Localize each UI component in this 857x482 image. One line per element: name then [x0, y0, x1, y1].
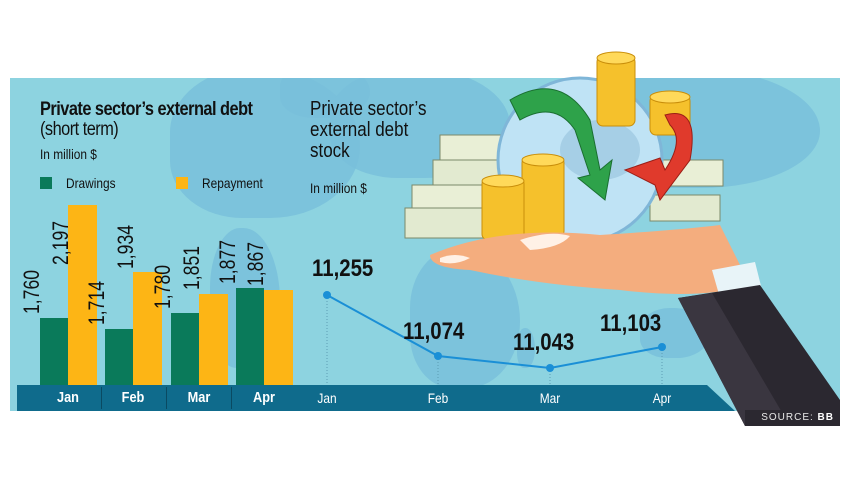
bar-jan-repayment — [68, 205, 97, 385]
point-jan — [323, 291, 331, 299]
line-axis-label-jan: Jan — [317, 390, 337, 406]
bar-chart-title-bold: Private sector’s external debt — [40, 99, 253, 120]
line-value-label-mar: 11,043 — [513, 329, 575, 356]
line-axis-label-mar: Mar — [539, 390, 561, 406]
bar-axis-label-mar: Mar — [187, 389, 211, 406]
bar-apr-repayment — [264, 290, 293, 385]
hand-icon — [430, 225, 750, 294]
line-value-label-jan: 11,255 — [312, 255, 374, 282]
line-chart-title-line2: external debt — [310, 119, 409, 141]
line-chart-title-line3: stock — [310, 140, 350, 162]
line-value-label-feb: 11,074 — [403, 318, 465, 345]
axis-divider — [166, 387, 167, 409]
bar-feb-repayment — [133, 272, 162, 385]
line-axis-label-feb: Feb — [427, 390, 449, 406]
bar-axis-label-feb: Feb — [121, 389, 145, 406]
coin-stacks-icon — [481, 51, 691, 241]
legend-label-drawings: Drawings — [66, 175, 116, 191]
axis-divider — [101, 387, 102, 409]
money-stacks-icon — [404, 134, 724, 239]
bar-axis-label-apr: Apr — [253, 389, 275, 406]
source-credit: SOURCE: BB — [745, 410, 840, 426]
bar-axis-label-jan: Jan — [57, 389, 79, 406]
axis-divider — [231, 387, 232, 409]
point-apr — [658, 343, 666, 351]
debt-stock-line — [326, 294, 663, 370]
map-madagascar — [517, 328, 535, 368]
bar-chart-unit: In million $ — [40, 146, 97, 162]
bar-jan-drawings — [40, 318, 68, 385]
point-mar — [546, 364, 554, 372]
legend-label-repayment: Repayment — [202, 175, 263, 191]
line-axis-label-apr: Apr — [652, 390, 672, 406]
x-axis-band — [17, 385, 735, 411]
bar-mar-repayment — [199, 294, 228, 385]
legend-swatch-repayment — [176, 177, 188, 189]
line-chart-title-line1: Private sector’s — [310, 98, 427, 120]
line-chart-title: Private sector’s external debt stock — [310, 99, 427, 162]
line-chart-unit: In million $ — [310, 180, 367, 196]
green-arrow-icon — [509, 88, 613, 201]
source-prefix: SOURCE: — [761, 412, 814, 423]
bar-chart-title: Private sector’s external debt (short te… — [40, 99, 253, 140]
legend-swatch-drawings — [40, 177, 52, 189]
red-arrow-icon — [623, 113, 693, 202]
point-feb — [434, 352, 442, 360]
source-name: BB — [817, 412, 834, 423]
bar-apr-drawings — [236, 288, 264, 385]
line-value-label-apr: 11,103 — [600, 310, 662, 337]
bar-feb-drawings — [105, 329, 133, 385]
bar-mar-drawings — [171, 313, 199, 385]
bar-chart-title-light: (short term) — [40, 119, 119, 140]
bar-chart-legend: Drawings Repayment — [40, 175, 274, 191]
